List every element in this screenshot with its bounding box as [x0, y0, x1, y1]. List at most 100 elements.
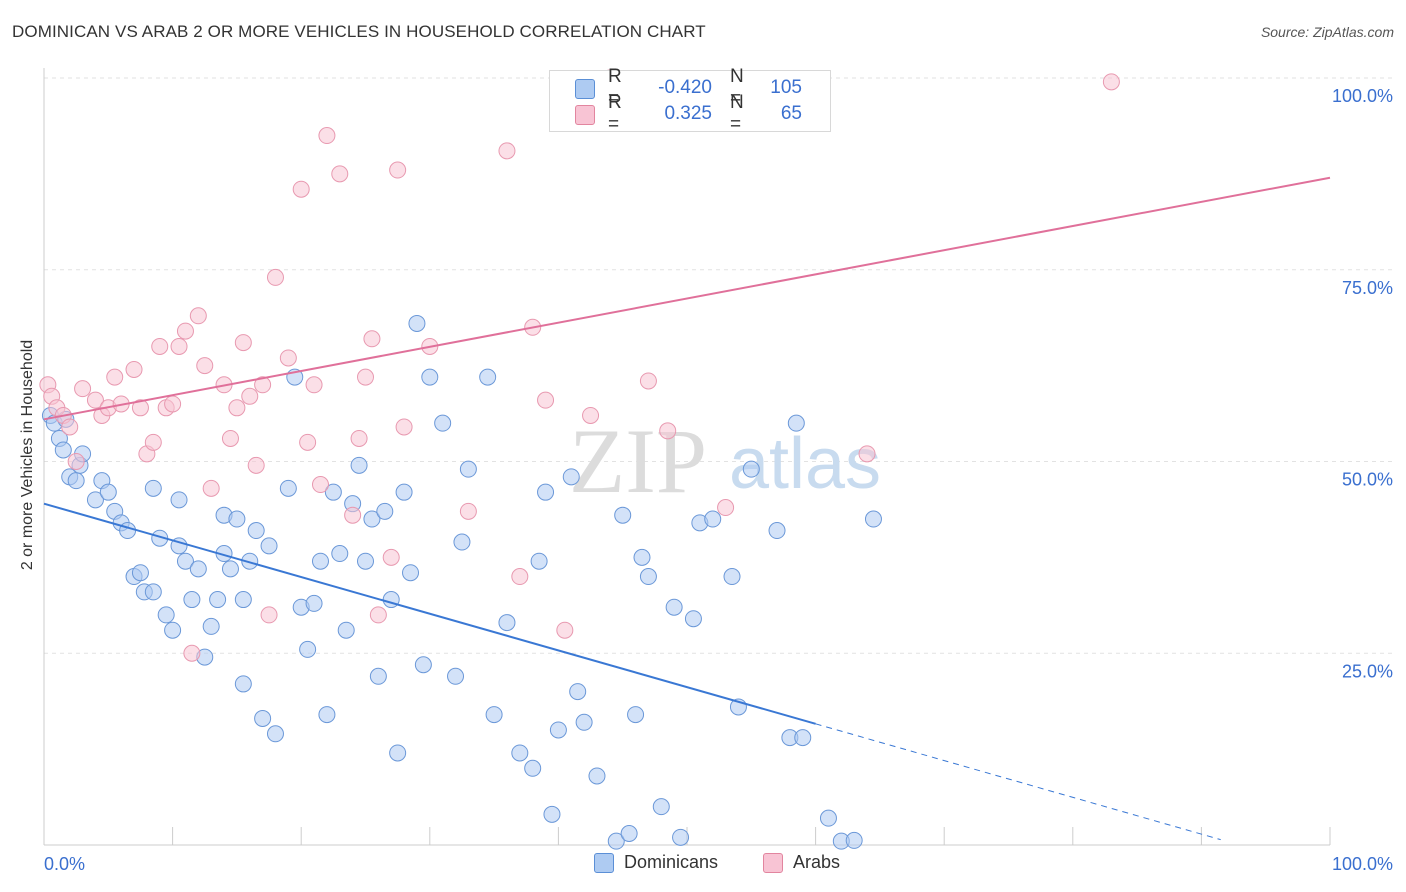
- data-point: [421, 368, 439, 386]
- data-point: [717, 499, 735, 517]
- data-point: [209, 591, 227, 609]
- n-label: N =: [730, 66, 744, 109]
- data-point: [144, 479, 162, 497]
- r-label: R =: [608, 66, 622, 109]
- data-point: [254, 376, 272, 394]
- data-point: [202, 617, 220, 635]
- arabs-swatch: [575, 105, 595, 125]
- data-point: [125, 360, 143, 378]
- data-point: [234, 334, 252, 352]
- n-label: N =: [730, 92, 744, 135]
- data-point: [292, 180, 310, 198]
- data-point: [67, 472, 85, 490]
- data-point: [324, 483, 342, 501]
- data-point: [569, 683, 587, 701]
- data-point: [331, 545, 349, 563]
- data-point: [260, 606, 278, 624]
- data-point: [86, 491, 104, 509]
- y-tick-label: 100.0%: [1332, 86, 1393, 106]
- data-point: [845, 831, 863, 849]
- data-point: [459, 502, 477, 520]
- source-label: Source: ZipAtlas.com: [1260, 24, 1394, 40]
- data-point: [414, 656, 432, 674]
- data-point: [311, 552, 329, 570]
- data-point: [318, 127, 336, 145]
- y-tick-label: 75.0%: [1342, 278, 1393, 298]
- tick-labels: 25.0% 50.0% 75.0% 100.0% 0.0% 100.0%: [44, 86, 1393, 874]
- data-point: [183, 644, 201, 662]
- data-point: [228, 510, 246, 528]
- dominicans-r-value: -0.420: [658, 77, 712, 98]
- data-point: [459, 460, 477, 478]
- data-point: [318, 706, 336, 724]
- dominicans-trend-line: [43, 502, 816, 725]
- data-point: [659, 422, 677, 440]
- arabs-r-value: 0.325: [664, 103, 712, 124]
- y-tick-label: 25.0%: [1342, 661, 1393, 681]
- arabs-legend-label: Arabs: [793, 852, 841, 872]
- data-point: [61, 418, 79, 436]
- data-point: [639, 568, 657, 586]
- data-point: [311, 476, 329, 494]
- data-point: [665, 598, 683, 616]
- data-point: [704, 510, 722, 528]
- dominicans-swatch: [575, 79, 595, 99]
- data-point: [176, 322, 194, 340]
- data-point: [74, 380, 92, 398]
- data-point: [221, 560, 239, 578]
- y-tick-label: 50.0%: [1342, 470, 1393, 490]
- data-point: [247, 456, 265, 474]
- data-point: [794, 729, 812, 747]
- data-point: [562, 468, 580, 486]
- data-point: [633, 548, 651, 566]
- data-point: [299, 433, 317, 451]
- data-point: [254, 709, 272, 727]
- data-point: [299, 640, 317, 658]
- data-point: [549, 721, 567, 739]
- chart-title: DOMINICAN VS ARAB 2 OR MORE VEHICLES IN …: [12, 22, 706, 41]
- data-point: [183, 591, 201, 609]
- data-point: [556, 621, 574, 639]
- data-point: [524, 759, 542, 777]
- data-point: [357, 552, 374, 570]
- data-point: [170, 337, 188, 355]
- data-point: [266, 268, 284, 286]
- dominicans-n-value: 105: [770, 77, 802, 98]
- data-point: [176, 552, 194, 570]
- data-point: [221, 429, 239, 447]
- data-point: [382, 548, 400, 566]
- data-point: [247, 522, 265, 540]
- data-point: [266, 725, 284, 743]
- correlation-legend: R = -0.420 N = 105 R = 0.325 N = 65: [549, 66, 831, 135]
- data-point: [434, 414, 452, 432]
- data-point: [742, 460, 760, 478]
- data-point: [357, 368, 374, 386]
- legend-item-arabs[interactable]: Arabs: [763, 852, 840, 873]
- data-point: [350, 429, 368, 447]
- watermark: ZIP atlas: [569, 410, 881, 512]
- data-point: [376, 502, 394, 520]
- dominican-points: [41, 314, 882, 850]
- data-point: [453, 533, 471, 551]
- data-point: [620, 824, 638, 842]
- data-point: [864, 510, 882, 528]
- data-point: [479, 368, 497, 386]
- r-label: R =: [608, 92, 622, 135]
- data-point: [768, 522, 786, 540]
- data-point: [498, 614, 516, 632]
- data-point: [86, 391, 104, 409]
- data-point: [395, 418, 413, 436]
- series-legend: Dominicans Arabs: [0, 852, 1406, 876]
- data-point: [447, 667, 465, 685]
- data-point: [395, 483, 413, 501]
- data-point: [363, 510, 381, 528]
- data-point: [639, 372, 657, 390]
- data-point: [234, 591, 252, 609]
- data-point: [260, 537, 278, 555]
- legend-item-dominicans[interactable]: Dominicans: [594, 852, 718, 873]
- data-point: [189, 560, 207, 578]
- data-point: [196, 357, 214, 375]
- data-point: [241, 387, 259, 405]
- data-point: [305, 376, 323, 394]
- data-point: [672, 828, 690, 846]
